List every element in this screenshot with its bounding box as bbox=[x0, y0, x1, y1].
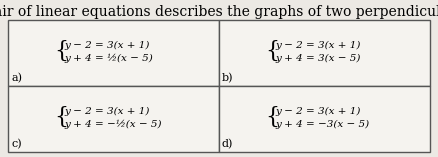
Text: y − 2 = 3(x + 1): y − 2 = 3(x + 1) bbox=[276, 106, 361, 116]
Text: y + 4 = −3(x − 5): y + 4 = −3(x − 5) bbox=[276, 119, 370, 129]
Text: Which pair of linear equations describes the graphs of two perpendicular lines?: Which pair of linear equations describes… bbox=[0, 5, 438, 19]
Text: y − 2 = 3(x + 1): y − 2 = 3(x + 1) bbox=[276, 41, 361, 50]
Text: d): d) bbox=[222, 139, 233, 149]
Text: y − 2 = 3(x + 1): y − 2 = 3(x + 1) bbox=[64, 106, 150, 116]
Bar bbox=[8, 20, 219, 86]
Text: y − 2 = 3(x + 1): y − 2 = 3(x + 1) bbox=[64, 41, 150, 50]
Bar bbox=[8, 86, 219, 152]
Text: {: { bbox=[54, 40, 68, 62]
Text: b): b) bbox=[222, 73, 233, 83]
Text: {: { bbox=[265, 106, 279, 128]
Text: y + 4 = −½(x − 5): y + 4 = −½(x − 5) bbox=[64, 119, 162, 129]
Text: y + 4 = ½(x − 5): y + 4 = ½(x − 5) bbox=[64, 53, 153, 63]
Bar bbox=[219, 86, 430, 152]
Text: {: { bbox=[265, 40, 279, 62]
Text: c): c) bbox=[11, 139, 21, 149]
Bar bbox=[219, 20, 430, 86]
Text: a): a) bbox=[11, 73, 22, 83]
Text: {: { bbox=[54, 106, 68, 128]
Text: y + 4 = 3(x − 5): y + 4 = 3(x − 5) bbox=[276, 53, 361, 62]
